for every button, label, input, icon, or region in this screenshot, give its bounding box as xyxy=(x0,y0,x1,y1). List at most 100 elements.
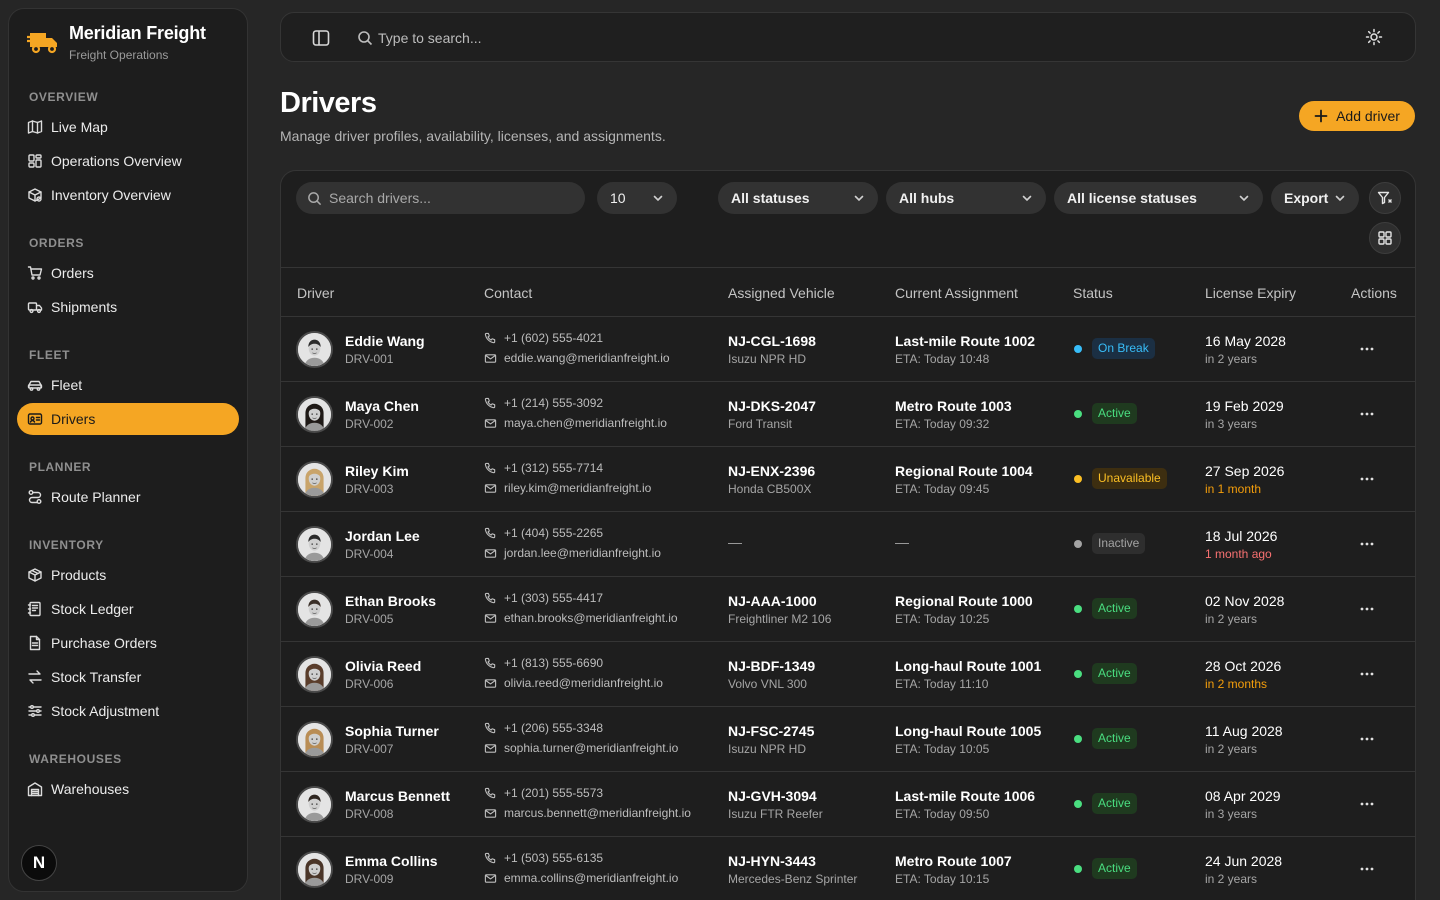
sidebar-toggle-icon[interactable] xyxy=(311,28,331,48)
driver-name[interactable]: Olivia Reed xyxy=(345,658,422,674)
row-actions-more-icon[interactable] xyxy=(1355,794,1379,814)
driver-email[interactable]: ethan.brooks@meridianfreight.io xyxy=(484,611,678,625)
hub-filter-select[interactable]: All hubs xyxy=(886,182,1046,214)
sidebar-item-label: Purchase Orders xyxy=(51,635,157,651)
filter-x-icon xyxy=(1377,190,1393,206)
sidebar-item-drivers[interactable]: Drivers xyxy=(17,403,239,435)
driver-email[interactable]: riley.kim@meridianfreight.io xyxy=(484,481,651,495)
map-icon xyxy=(27,119,43,135)
driver-name[interactable]: Marcus Bennett xyxy=(345,788,451,804)
assignment-eta: ETA: Today 09:45 xyxy=(895,482,990,496)
driver-phone[interactable]: +1 (201) 555-5573 xyxy=(484,786,603,800)
driver-email[interactable]: maya.chen@meridianfreight.io xyxy=(484,416,667,430)
table-row[interactable]: Eddie Wang DRV-001 +1 (602) 555-4021 eddie.… xyxy=(281,317,1415,382)
driver-phone[interactable]: +1 (303) 555-4417 xyxy=(484,591,603,605)
table-row[interactable]: Ethan Brooks DRV-005 +1 (303) 555-4417 etha… xyxy=(281,577,1415,642)
driver-email[interactable]: emma.collins@meridianfreight.io xyxy=(484,871,678,885)
row-actions-more-icon[interactable] xyxy=(1355,469,1379,489)
assignment-eta: ETA: Today 09:50 xyxy=(895,807,990,821)
column-header-status[interactable]: Status xyxy=(1073,285,1113,301)
driver-email[interactable]: eddie.wang@meridianfreight.io xyxy=(484,351,670,365)
view-toggle-button[interactable] xyxy=(1369,222,1401,254)
license-expiry-date: 24 Jun 2028 xyxy=(1205,853,1283,869)
sidebar-item-stock-ledger[interactable]: Stock Ledger xyxy=(17,593,239,625)
clear-filters-button[interactable] xyxy=(1369,182,1401,214)
driver-email[interactable]: olivia.reed@meridianfreight.io xyxy=(484,676,663,690)
column-header-driver[interactable]: Driver xyxy=(297,285,335,301)
page-title: Drivers xyxy=(280,87,377,119)
driver-search-input[interactable] xyxy=(329,190,569,206)
column-header-contact[interactable]: Contact xyxy=(484,285,533,301)
column-header-current-assignment[interactable]: Current Assignment xyxy=(895,285,1018,301)
driver-email[interactable]: jordan.lee@meridianfreight.io xyxy=(484,546,661,560)
driver-email[interactable]: marcus.bennett@meridianfreight.io xyxy=(484,806,691,820)
driver-phone[interactable]: +1 (602) 555-4021 xyxy=(484,331,603,345)
sidebar-item-orders[interactable]: Orders xyxy=(17,257,239,289)
row-actions-more-icon[interactable] xyxy=(1355,339,1379,359)
theme-toggle-sun-icon[interactable] xyxy=(1365,28,1383,46)
driver-name[interactable]: Ethan Brooks xyxy=(345,593,437,609)
email-text: eddie.wang@meridianfreight.io xyxy=(504,351,670,365)
row-actions-more-icon[interactable] xyxy=(1355,404,1379,424)
table-row[interactable]: Riley Kim DRV-003 +1 (312) 555-7714 riley.k… xyxy=(281,447,1415,512)
vehicle-model: Isuzu NPR HD xyxy=(728,352,807,366)
driver-phone[interactable]: +1 (312) 555-7714 xyxy=(484,461,603,475)
column-header-license-expiry[interactable]: License Expiry xyxy=(1205,285,1297,301)
sidebar-item-operations-overview[interactable]: Operations Overview xyxy=(17,145,239,177)
driver-name[interactable]: Sophia Turner xyxy=(345,723,439,739)
sidebar-item-shipments[interactable]: Shipments xyxy=(17,291,239,323)
vehicle-model: Freightliner M2 106 xyxy=(728,612,832,626)
driver-phone[interactable]: +1 (404) 555-2265 xyxy=(484,526,603,540)
sidebar-item-stock-adjustment[interactable]: Stock Adjustment xyxy=(17,695,239,727)
sidebar-item-purchase-orders[interactable]: Purchase Orders xyxy=(17,627,239,659)
driver-name[interactable]: Emma Collins xyxy=(345,853,438,869)
driver-phone[interactable]: +1 (214) 555-3092 xyxy=(484,396,603,410)
avatar xyxy=(296,851,333,888)
sidebar-item-route-planner[interactable]: Route Planner xyxy=(17,481,239,513)
row-actions-more-icon[interactable] xyxy=(1355,859,1379,879)
assignment-eta: ETA: Today 10:25 xyxy=(895,612,990,626)
nav-section-title: FLEET xyxy=(29,348,70,362)
license-expiry-relative: in 2 years xyxy=(1205,612,1258,626)
driver-phone[interactable]: +1 (813) 555-6690 xyxy=(484,656,603,670)
license-filter-select[interactable]: All license statuses xyxy=(1054,182,1263,214)
row-actions-more-icon[interactable] xyxy=(1355,599,1379,619)
table-row[interactable]: Olivia Reed DRV-006 +1 (813) 555-6690 olivi… xyxy=(281,642,1415,707)
driver-name[interactable]: Eddie Wang xyxy=(345,333,425,349)
driver-email[interactable]: sophia.turner@meridianfreight.io xyxy=(484,741,678,755)
export-button[interactable]: Export xyxy=(1271,182,1359,214)
driver-search-field[interactable] xyxy=(296,182,585,214)
mail-icon xyxy=(484,872,504,885)
sidebar-item-live-map[interactable]: Live Map xyxy=(17,111,239,143)
table-row[interactable]: Marcus Bennett DRV-008 +1 (201) 555-5573 ma… xyxy=(281,772,1415,837)
row-actions-more-icon[interactable] xyxy=(1355,729,1379,749)
sidebar-item-products[interactable]: Products xyxy=(17,559,239,591)
add-driver-button[interactable]: Add driver xyxy=(1299,101,1415,131)
sidebar-item-warehouses[interactable]: Warehouses xyxy=(17,773,239,805)
driver-name[interactable]: Riley Kim xyxy=(345,463,409,479)
driver-name[interactable]: Maya Chen xyxy=(345,398,419,414)
page-size-select[interactable]: 10 xyxy=(597,182,677,214)
status-badge: Active xyxy=(1092,663,1137,684)
sidebar-item-fleet[interactable]: Fleet xyxy=(17,369,239,401)
table-row[interactable]: Emma Collins DRV-009 +1 (503) 555-6135 emma… xyxy=(281,837,1415,900)
row-actions-more-icon[interactable] xyxy=(1355,664,1379,684)
column-header-actions[interactable]: Actions xyxy=(1351,285,1397,301)
table-row[interactable]: Jordan Lee DRV-004 +1 (404) 555-2265 jordan… xyxy=(281,512,1415,577)
mail-icon xyxy=(484,482,504,495)
sidebar-item-inventory-overview[interactable]: Inventory Overview xyxy=(17,179,239,211)
brand[interactable]: Meridian Freight Freight Operations xyxy=(27,23,206,62)
driver-name[interactable]: Jordan Lee xyxy=(345,528,420,544)
sidebar-item-stock-transfer[interactable]: Stock Transfer xyxy=(17,661,239,693)
table-row[interactable]: Sophia Turner DRV-007 +1 (206) 555-3348 sop… xyxy=(281,707,1415,772)
status-dot xyxy=(1074,800,1082,808)
table-row[interactable]: Maya Chen DRV-002 +1 (214) 555-3092 maya.ch… xyxy=(281,382,1415,447)
row-actions-more-icon[interactable] xyxy=(1355,534,1379,554)
driver-phone[interactable]: +1 (503) 555-6135 xyxy=(484,851,603,865)
driver-phone[interactable]: +1 (206) 555-3348 xyxy=(484,721,603,735)
status-filter-select[interactable]: All statuses xyxy=(718,182,878,214)
global-search-input[interactable] xyxy=(378,27,778,49)
framework-badge[interactable]: N xyxy=(21,845,57,881)
column-header-assigned-vehicle[interactable]: Assigned Vehicle xyxy=(728,285,835,301)
assignment-eta: ETA: Today 09:32 xyxy=(895,417,990,431)
